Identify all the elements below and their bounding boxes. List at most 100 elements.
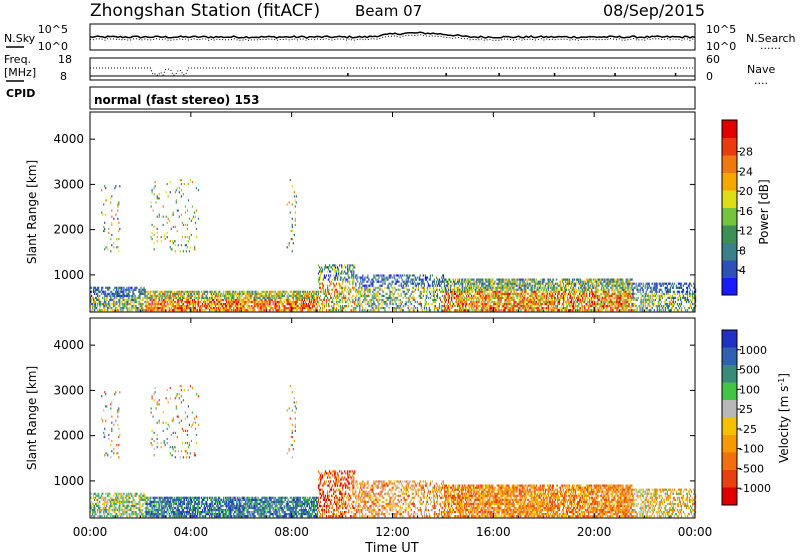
- power-cell: [513, 286, 515, 289]
- power-cell: [295, 303, 297, 306]
- power-cell: [233, 296, 235, 299]
- power-cell: [132, 294, 134, 297]
- power-cell: [616, 303, 618, 306]
- power-cell: [458, 294, 460, 297]
- power-cell: [373, 298, 375, 302]
- freq-tick-top: 18: [58, 53, 72, 66]
- power-cell: [617, 280, 619, 283]
- power-cell: [218, 294, 220, 297]
- power-cell: [226, 296, 228, 299]
- power-cell: [466, 296, 468, 299]
- power-cell: [183, 296, 186, 299]
- power-cell: [99, 298, 101, 302]
- power-cell: [623, 303, 625, 306]
- power-cell: [433, 296, 436, 299]
- power-cell: [347, 268, 349, 271]
- power-cell: [550, 305, 553, 308]
- power-cell: [543, 288, 545, 291]
- power-cell: [514, 292, 516, 295]
- power-cell: [561, 280, 564, 283]
- power-cell: [597, 290, 599, 293]
- power-cell: [361, 303, 363, 306]
- power-cell: [550, 290, 553, 293]
- power-cell: [612, 307, 614, 310]
- power-cell: [212, 309, 214, 312]
- power-cell: [620, 278, 622, 281]
- power-cell: [419, 274, 421, 277]
- power-cell: [571, 282, 573, 285]
- power-cell: [489, 284, 491, 287]
- power-cell: [181, 296, 184, 299]
- power-cell: [217, 298, 219, 302]
- power-cell: [521, 284, 523, 287]
- power-cell: [489, 278, 491, 281]
- power-cell: [280, 309, 282, 312]
- power-cell: [556, 288, 559, 291]
- power-cell: [99, 305, 101, 308]
- power-cell: [291, 305, 293, 308]
- power-cell: [98, 298, 100, 302]
- power-cell: [261, 303, 263, 306]
- power-cell: [316, 305, 319, 308]
- power-cell: [605, 284, 607, 287]
- power-cell: [161, 294, 163, 297]
- power-cell: [352, 280, 354, 283]
- power-cell: [191, 181, 194, 184]
- power-cell: [511, 307, 513, 310]
- power-cell: [433, 278, 436, 281]
- power-cell: [368, 305, 370, 308]
- power-cell: [352, 294, 354, 297]
- power-cell: [365, 288, 367, 291]
- power-cell: [307, 292, 310, 295]
- power-cell: [457, 305, 459, 308]
- power-cell: [491, 294, 493, 297]
- power-cell: [564, 292, 567, 295]
- power-cell: [318, 266, 321, 269]
- power-cell: [465, 288, 467, 291]
- power-cell: [579, 278, 581, 281]
- power-cell: [281, 294, 283, 297]
- power-cell: [194, 248, 197, 251]
- power-cell: [420, 290, 422, 293]
- power-cell: [185, 300, 188, 304]
- power-cell: [467, 278, 469, 281]
- power-cell: [259, 300, 261, 304]
- nave-legend: ....: [754, 74, 768, 87]
- power-cell: [532, 309, 534, 312]
- power-cell: [526, 292, 528, 295]
- power-cell: [269, 296, 271, 299]
- power-cell: [580, 278, 582, 281]
- power-cell: [245, 294, 247, 297]
- power-cell: [424, 300, 427, 304]
- power-cell: [614, 292, 616, 295]
- power-cell: [297, 292, 299, 295]
- power-cell: [124, 298, 126, 302]
- power-cell: [586, 292, 588, 295]
- power-cell: [289, 303, 291, 306]
- power-cell: [156, 307, 158, 310]
- power-cell: [624, 282, 626, 285]
- power-cell: [215, 303, 217, 306]
- power-cell: [606, 298, 608, 302]
- power-cell: [414, 298, 416, 302]
- power-cell: [278, 292, 280, 295]
- power-cell: [612, 280, 614, 283]
- power-cell: [478, 290, 480, 293]
- power-cell: [301, 305, 303, 308]
- power-cell: [493, 300, 495, 304]
- power-cell: [338, 292, 340, 295]
- power-cell: [197, 290, 200, 293]
- power-cell: [156, 303, 158, 306]
- power-cell: [362, 307, 364, 310]
- power-cell: [482, 282, 484, 285]
- power-cell: [104, 300, 106, 304]
- power-cell: [118, 229, 120, 233]
- power-cell: [168, 296, 170, 299]
- power-cell: [443, 282, 446, 285]
- power-cell: [115, 292, 117, 295]
- power-cell: [564, 300, 567, 304]
- power-cell: [218, 303, 220, 306]
- power-cell: [625, 292, 627, 295]
- power-cell: [249, 292, 251, 295]
- power-cell: [358, 296, 360, 299]
